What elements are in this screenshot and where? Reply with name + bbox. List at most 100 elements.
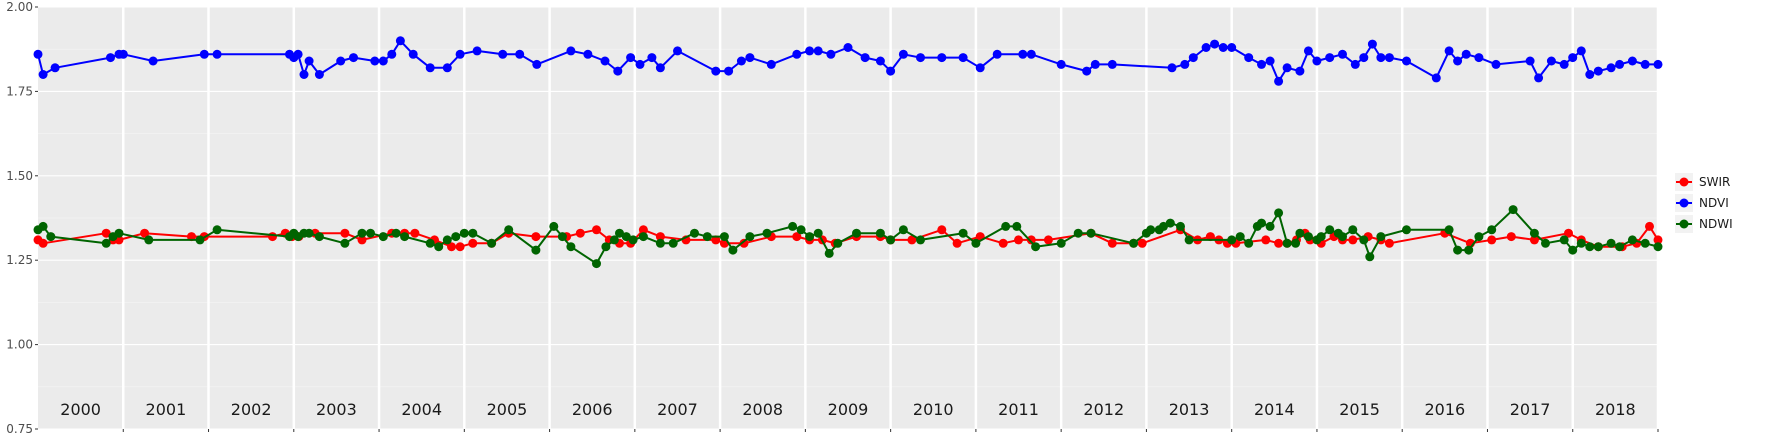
data-point	[114, 228, 124, 238]
data-point	[1529, 235, 1539, 245]
data-point	[199, 49, 209, 59]
data-point	[745, 232, 755, 242]
data-point	[400, 232, 410, 242]
legend-item-ndwi: NDWI	[1675, 215, 1733, 233]
data-point	[1338, 49, 1347, 59]
data-point	[1338, 232, 1347, 242]
data-point	[638, 225, 648, 235]
data-point	[1274, 208, 1284, 218]
gridlines	[38, 6, 1660, 430]
data-point	[451, 232, 461, 242]
data-point	[1056, 59, 1066, 69]
data-point	[998, 238, 1008, 248]
year-label: 2003	[316, 400, 357, 419]
data-point	[212, 49, 222, 59]
data-point	[907, 235, 917, 245]
series-ndvi	[33, 36, 1663, 86]
data-point	[293, 49, 303, 59]
data-point	[1534, 73, 1544, 83]
legend-label: SWIR	[1699, 175, 1730, 189]
data-point	[1529, 228, 1539, 238]
data-point	[140, 228, 150, 238]
data-point	[1056, 238, 1066, 248]
data-point	[1086, 228, 1096, 238]
data-point	[46, 232, 56, 242]
y-tick-label: 1.50	[6, 169, 33, 183]
data-point	[1453, 56, 1463, 66]
data-point	[1559, 59, 1569, 69]
data-point	[1491, 59, 1501, 69]
data-point	[531, 245, 541, 255]
data-point	[1365, 252, 1375, 262]
data-point	[1012, 221, 1022, 231]
data-point	[1359, 53, 1369, 63]
data-point	[655, 238, 665, 248]
data-point	[788, 221, 798, 231]
data-point	[916, 235, 925, 245]
y-tick-label: 2.00	[6, 0, 33, 14]
data-point	[1640, 238, 1650, 248]
data-point	[1367, 39, 1377, 49]
data-point	[937, 225, 947, 235]
data-point	[447, 242, 456, 252]
data-point	[304, 56, 314, 66]
year-label: 2015	[1339, 400, 1380, 419]
data-point	[1350, 59, 1360, 69]
data-point	[1295, 228, 1305, 238]
data-point	[455, 49, 465, 59]
data-point	[1210, 39, 1220, 49]
year-label: 2008	[742, 400, 783, 419]
y-tick-label: 0.75	[6, 422, 33, 436]
data-point	[387, 49, 397, 59]
data-point	[975, 63, 985, 73]
data-point	[1606, 63, 1616, 73]
data-point	[1090, 59, 1100, 69]
data-point	[408, 49, 418, 59]
data-point	[898, 225, 908, 235]
legend: SWIR NDVI NDWI	[1675, 173, 1733, 233]
data-point	[613, 66, 623, 76]
data-point	[1487, 225, 1497, 235]
data-point	[1188, 53, 1198, 63]
data-point	[886, 235, 896, 245]
data-point	[504, 225, 514, 235]
data-point	[378, 232, 388, 242]
year-label: 2001	[146, 400, 187, 419]
data-point	[314, 70, 324, 79]
data-point	[1474, 53, 1484, 63]
data-point	[796, 225, 806, 235]
data-point	[1137, 238, 1147, 248]
data-point	[766, 59, 776, 69]
data-point	[655, 232, 665, 242]
data-point	[628, 235, 638, 245]
data-point	[268, 232, 277, 242]
data-point	[638, 232, 648, 242]
data-point	[1444, 225, 1454, 235]
data-point	[805, 46, 815, 56]
legend-item-ndvi: NDVI	[1675, 194, 1729, 212]
year-label: 2010	[913, 400, 954, 419]
data-point	[144, 235, 154, 245]
data-point	[515, 49, 525, 59]
data-point	[1082, 66, 1092, 76]
data-point	[1167, 63, 1177, 73]
data-point	[532, 59, 542, 69]
data-point	[1073, 228, 1083, 238]
data-point	[425, 63, 435, 73]
data-point	[1227, 43, 1237, 52]
data-point	[38, 70, 48, 79]
data-point	[852, 228, 861, 238]
data-point	[1645, 221, 1654, 231]
data-point	[33, 49, 43, 59]
data-point	[442, 235, 452, 245]
data-point	[349, 53, 358, 63]
series-ndwi	[33, 205, 1663, 269]
data-point	[1001, 221, 1011, 231]
data-point	[1585, 242, 1595, 252]
data-point	[1606, 238, 1616, 248]
data-point	[442, 63, 452, 73]
data-point	[1348, 235, 1358, 245]
data-point	[601, 242, 611, 252]
data-point	[101, 238, 111, 248]
